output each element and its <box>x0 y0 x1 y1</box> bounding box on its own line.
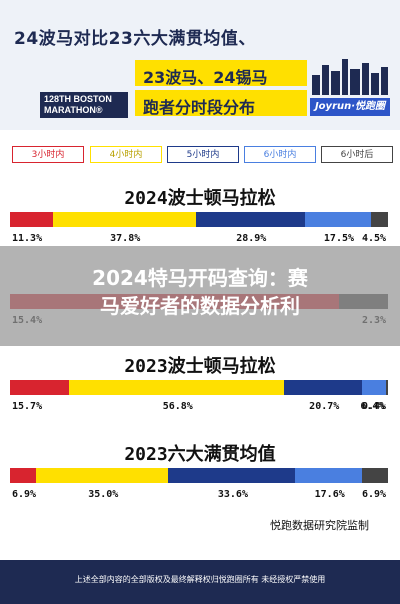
watermark: 悦跑数据研究院监制 <box>270 519 369 532</box>
bar-segment <box>362 380 387 395</box>
boston-marathon-logo: 128TH BOSTON MARATHON® <box>40 92 128 118</box>
footer-text: 上述全部内容的全部版权及最终解释权归悦跑圈所有 未经授权严禁使用 <box>74 575 326 584</box>
overlay-text: 2024特马开码查询：赛 马爱好者的数据分析利 <box>10 264 390 320</box>
chart-title: 2024波士顿马拉松 <box>124 188 276 209</box>
data-label: 35.0% <box>88 489 119 500</box>
title-line-1: 24波马对比23六大满贯均值、 <box>14 29 256 49</box>
data-label: 28.9% <box>236 233 267 244</box>
bar-segment <box>295 468 362 483</box>
legend-item: 5小时内 <box>167 146 239 163</box>
legend-item: 6小时内 <box>244 146 316 163</box>
data-label: 6.4% <box>360 401 385 412</box>
bar-segment <box>370 212 388 227</box>
bar-segment <box>168 468 296 483</box>
joyrun-brand: Joyrun·悦跑圈 <box>310 98 390 116</box>
data-label: 33.6% <box>217 489 248 500</box>
data-label: 17.6% <box>314 489 345 500</box>
bar-segment <box>284 380 363 395</box>
data-label: 4.5% <box>362 233 387 244</box>
overlay-line-2: 马爱好者的数据分析利 <box>100 294 300 318</box>
bar-segment <box>52 212 196 227</box>
data-label: 0.4% <box>362 401 387 412</box>
overlay-banner <box>0 246 400 346</box>
legend-item: 6小时后 <box>321 146 393 163</box>
data-label: 11.3% <box>12 233 43 244</box>
footer-bar <box>0 560 400 604</box>
bar-segment <box>10 212 53 227</box>
bar-segment <box>304 212 371 227</box>
city-skyline-icon <box>312 59 388 95</box>
bar-segment <box>69 380 285 395</box>
bar-segment <box>10 380 70 395</box>
title-highlight-2 <box>135 90 307 116</box>
data-label: 17.5% <box>323 233 355 244</box>
chart-title: 2023六大满贯均值 <box>124 444 276 465</box>
data-label: 15.7% <box>12 401 43 412</box>
title-line-3: 跑者分时段分布 <box>143 98 256 117</box>
bar-segment <box>10 468 37 483</box>
title-highlight-1 <box>135 60 307 86</box>
data-label: 6.9% <box>12 489 37 500</box>
data-label: 20.7% <box>309 401 340 412</box>
data-label: 6.9% <box>362 489 387 500</box>
chart-title: 2023波士顿马拉松 <box>124 356 276 377</box>
bar-segment <box>361 468 388 483</box>
title-line-2: 23波马、24锡马 <box>143 68 268 87</box>
data-label: 37.8% <box>110 233 141 244</box>
legend-item: 4小时内 <box>90 146 162 163</box>
overlay-line-1: 2024特马开码查询：赛 <box>92 266 308 290</box>
bar-segment <box>386 380 388 395</box>
data-label: 56.8% <box>162 401 193 412</box>
legend-item: 3小时内 <box>12 146 84 163</box>
bar-segment <box>195 212 305 227</box>
bar-segment <box>36 468 169 483</box>
